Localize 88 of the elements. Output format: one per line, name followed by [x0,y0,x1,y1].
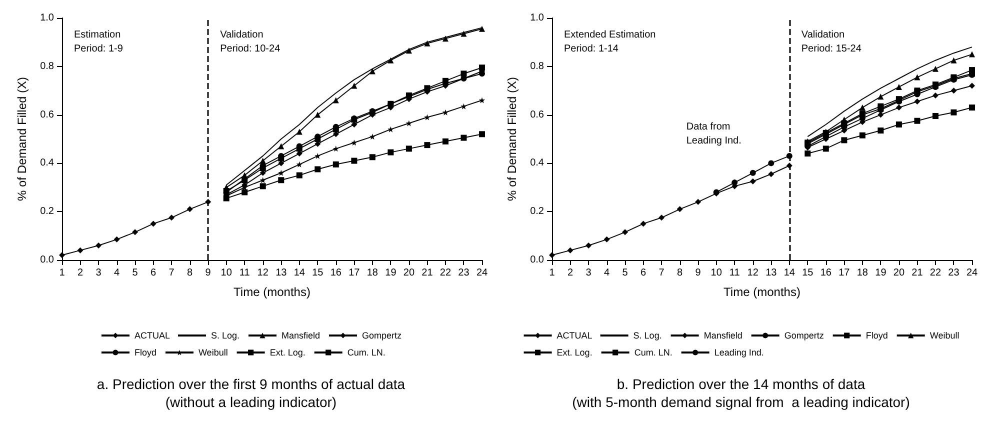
x-tick-label: 2 [567,268,574,278]
y-axis-title: % of Demand Filled (X) [15,76,29,202]
x-tick-label: 8 [677,268,684,278]
x-tick-label: 20 [893,268,905,278]
x-tick-label: 9 [695,268,702,278]
x-tick-label: 23 [948,268,960,278]
legend-label: Cum. LN. [347,348,386,358]
y-tick-label: 0.2 [530,206,544,218]
text: a. Prediction over the first 9 months of actual data (without a leading indicator) [96,376,406,410]
legend-label: Gompertz [784,330,824,340]
x-tick-label: 5 [622,268,628,278]
legend-label: Ext. Log. [270,348,306,358]
x-tick-label: 12 [747,268,759,278]
annotation: Estimation Period: 1-9 [74,30,124,54]
legend-label: Ext. Log. [556,348,592,358]
x-tick-label: 15 [802,268,814,278]
x-tick-label: 18 [366,268,378,278]
x-tick-label: 19 [385,268,397,278]
x-tick-label: 6 [640,268,647,278]
x-tick-label: 19 [875,268,887,278]
x-tick-label: 16 [330,268,342,278]
legend-label: Mansfield [704,330,742,340]
legend-label: S. Log. [210,330,240,340]
x-tick-label: 4 [114,268,120,278]
x-tick-label: 10 [220,268,232,278]
x-tick-label: 2 [77,268,84,278]
x-tick-label: 11 [729,268,740,278]
legend-label: ACTUAL [556,330,592,340]
x-tick-label: 1 [59,268,66,278]
x-tick-label: 23 [458,268,470,278]
x-axis-title: Time (months) [234,285,310,299]
y-tick-label: 0.2 [40,206,54,218]
legend-label: Mansfield [282,330,320,340]
y-tick-label: 1.0 [530,12,544,24]
y-tick-label: 0.4 [40,158,54,169]
x-tick-label: 3 [96,268,102,278]
y-tick-label: 0.6 [40,109,54,120]
legend-label: S. Log. [633,330,662,340]
x-tick-label: 13 [276,268,288,278]
x-tick-label: 24 [476,268,488,278]
x-tick-label: 7 [658,268,665,278]
x-tick-label: 21 [422,268,434,278]
legend-label: Weibull [198,348,228,358]
legend-label: Cum. LN. [634,348,672,358]
x-tick-label: 20 [403,268,415,278]
x-tick-label: 14 [294,268,306,278]
x-tick-label: 7 [168,268,175,278]
x-tick-label: 24 [966,268,978,278]
x-tick-label: 3 [586,268,592,278]
x-tick-label: 17 [348,268,360,278]
annotation: Validation Period: 15-24 [801,30,862,54]
x-tick-label: 6 [150,268,157,278]
y-tick-label: 0.0 [530,254,544,266]
x-tick-label: 16 [820,268,832,278]
x-tick-label: 14 [784,268,796,278]
y-axis-title: % of Demand Filled (X) [505,76,519,202]
y-tick-label: 0.0 [40,254,54,266]
y-tick-label: 0.8 [530,60,544,72]
y-tick-label: 0.8 [40,60,54,72]
x-tick-label: 13 [766,268,778,278]
x-tick-label: 8 [187,268,194,278]
text: b. Prediction over the 14 months of data (with 5-month demand signal from a leading indicator) [572,376,910,410]
x-tick-label: 17 [838,268,850,278]
legend-label: Floyd [866,330,888,340]
x-tick-label: 22 [440,268,452,278]
x-tick-label: 9 [205,268,212,278]
x-tick-label: 21 [912,268,924,278]
annotation: Validation Period: 10-24 [220,30,281,54]
x-tick-label: 5 [132,268,138,278]
y-tick-label: 0.6 [530,109,544,120]
legend-label: ACTUAL [134,330,170,340]
y-tick-label: 0.4 [530,158,544,169]
x-tick-label: 4 [604,268,610,278]
legend-label: Gompertz [362,330,402,340]
legend-label: Leading Ind. [714,348,764,358]
annotation: Extended Estimation Period: 1-14 [564,30,656,54]
x-tick-label: 12 [257,268,269,278]
x-tick-label: 15 [312,268,324,278]
y-tick-label: 1.0 [40,12,54,24]
x-tick-label: 18 [856,268,868,278]
x-tick-label: 22 [930,268,942,278]
legend-label: Floyd [134,348,156,358]
x-tick-label: 10 [710,268,722,278]
legend-label: Weibull [930,330,960,340]
x-tick-label: 11 [239,268,250,278]
x-tick-label: 1 [549,268,556,278]
annotation: Data from Leading Ind. [686,121,742,146]
x-axis-title: Time (months) [724,285,800,299]
